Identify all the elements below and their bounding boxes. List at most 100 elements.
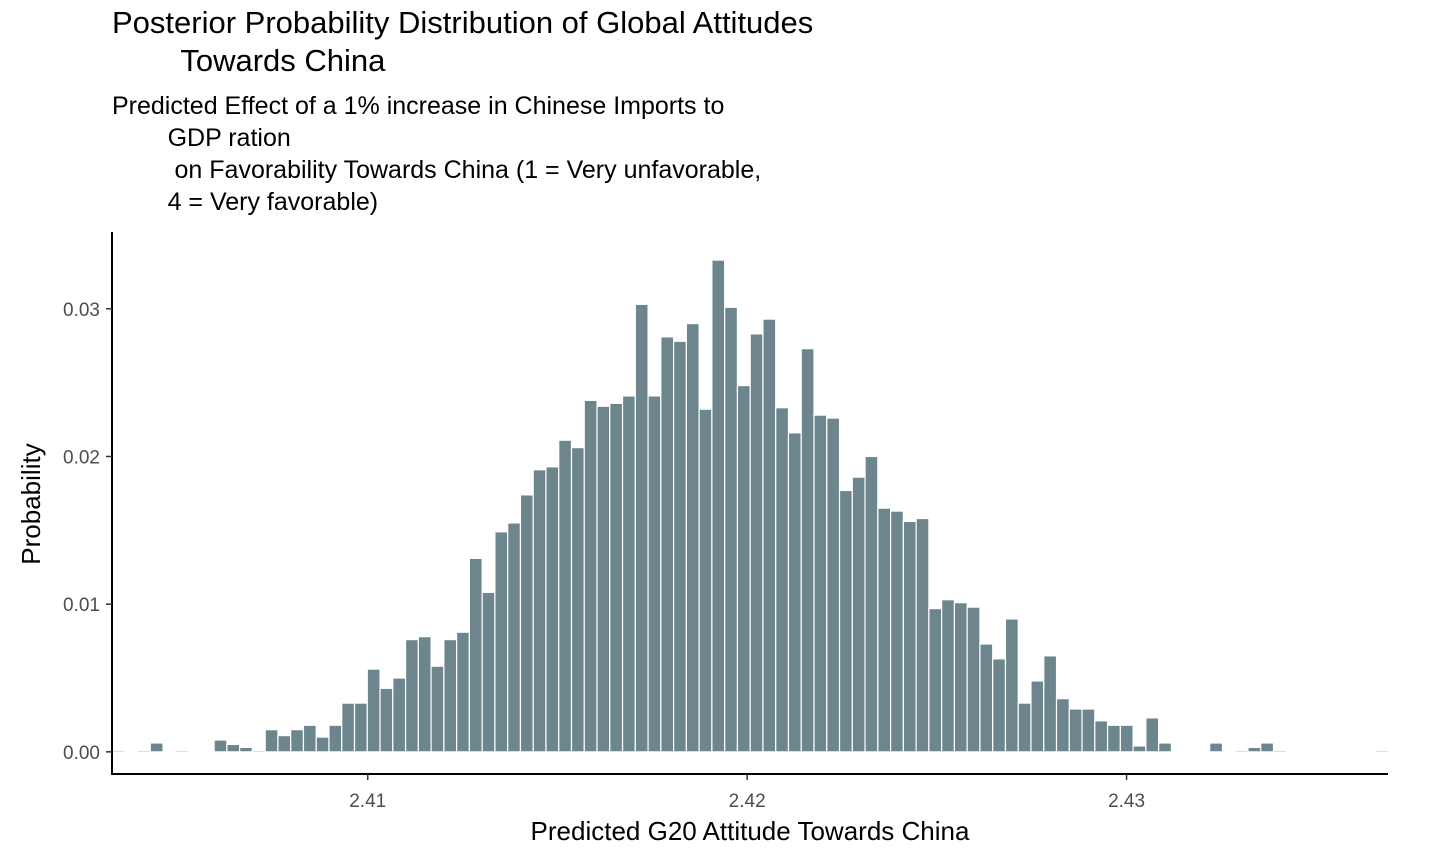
- histogram-bar: [430, 665, 445, 753]
- histogram-bar: [494, 531, 509, 753]
- histogram-bar: [366, 668, 381, 753]
- histogram-bar: [673, 340, 687, 753]
- histogram-bar: [583, 399, 598, 753]
- histogram-bar: [775, 407, 790, 753]
- y-tick-label: 0.03: [63, 300, 100, 321]
- histogram-bar: [507, 522, 522, 753]
- histogram-bar: [966, 606, 981, 753]
- histogram-bar: [111, 749, 126, 753]
- histogram-bar: [1094, 720, 1109, 753]
- histogram-bar: [1323, 751, 1338, 754]
- histogram-bar: [979, 643, 994, 753]
- histogram-bar: [1081, 708, 1096, 753]
- histogram-bar: [711, 259, 726, 753]
- histogram-bar: [290, 729, 305, 753]
- histogram-bar: [1055, 698, 1070, 753]
- histogram-bar: [341, 702, 356, 753]
- histogram-bar: [634, 303, 649, 753]
- histogram-bar: [1106, 724, 1121, 753]
- histogram-bar: [456, 631, 470, 753]
- histogram-bar: [1375, 749, 1389, 753]
- histogram-bar: [1311, 751, 1326, 754]
- histogram-bar: [1068, 708, 1083, 753]
- y-tick-label: 0.02: [63, 447, 100, 468]
- histogram-bar: [851, 476, 866, 753]
- histogram-bar: [532, 469, 547, 753]
- histogram-bar: [443, 639, 458, 753]
- histogram-bar: [302, 724, 317, 753]
- histogram-bar: [928, 607, 943, 753]
- histogram-bar: [1170, 751, 1185, 754]
- histogram-bar: [1145, 717, 1160, 753]
- histogram-bar: [1004, 618, 1019, 753]
- x-tick-label: 2.42: [729, 791, 766, 812]
- histogram-bar: [1158, 742, 1172, 753]
- histogram-bar: [1209, 742, 1224, 753]
- histogram-bar: [813, 414, 828, 753]
- x-tick-label: 2.41: [349, 791, 386, 812]
- histogram-bar: [724, 306, 739, 753]
- histogram-bar: [392, 677, 407, 753]
- histogram-bar: [902, 520, 917, 753]
- histogram-bar: [1043, 655, 1058, 753]
- histogram-bar: [685, 322, 700, 753]
- histogram-bar: [481, 591, 496, 753]
- histogram-bar: [1336, 751, 1351, 754]
- histogram-bar: [889, 510, 904, 753]
- histogram-bar: [800, 348, 815, 753]
- chart-subtitle: Predicted Effect of a 1% increase in Chi…: [112, 92, 762, 216]
- histogram-bar: [1285, 751, 1300, 754]
- histogram-bar: [877, 507, 892, 753]
- histogram-bar: [315, 736, 330, 753]
- histogram-bar: [226, 743, 241, 753]
- histogram-bar: [1030, 680, 1045, 753]
- histogram-bar: [660, 336, 675, 753]
- histogram-bar: [1349, 751, 1364, 754]
- histogram-bar: [826, 417, 841, 753]
- histogram-bar: [596, 405, 611, 753]
- histogram-bar: [749, 333, 764, 753]
- histogram-bar: [124, 751, 139, 754]
- histogram-bar: [953, 602, 968, 753]
- histogram-bar: [1234, 749, 1249, 753]
- histogram-bar: [1183, 751, 1198, 754]
- histogram-bar: [468, 557, 483, 753]
- histogram-bar: [328, 724, 343, 753]
- histogram-bar: [762, 318, 777, 753]
- histogram-bar: [570, 447, 585, 753]
- histogram-bar: [941, 599, 956, 753]
- histogram-bar: [404, 639, 419, 753]
- histogram-bar: [1362, 751, 1377, 754]
- histogram-bar: [558, 439, 573, 753]
- histogram-bar: [609, 402, 624, 753]
- y-axis-title: Probability: [16, 443, 46, 564]
- histogram-bar: [1298, 751, 1313, 754]
- histogram-bar: [736, 384, 751, 753]
- histogram-bar: [264, 729, 279, 753]
- histogram-bar: [379, 687, 394, 753]
- histogram-bar: [417, 636, 432, 753]
- histogram-bar: [545, 466, 560, 753]
- y-tick-label: 0.01: [63, 595, 100, 616]
- histogram-bar: [187, 751, 202, 754]
- histogram-bar: [353, 702, 368, 753]
- histogram-bar: [519, 494, 534, 753]
- chart-title: Posterior Probability Distribution of Gl…: [112, 5, 814, 78]
- y-tick-label: 0.00: [63, 743, 100, 764]
- histogram-bar: [277, 734, 292, 753]
- histogram-bar: [787, 432, 802, 753]
- axes-group: 0.00 0.01 0.02 0.03 2.41 2.42 2.43: [63, 232, 1388, 812]
- x-axis-title: Predicted G20 Attitude Towards China: [531, 816, 970, 846]
- histogram-bar: [698, 408, 713, 753]
- histogram-bar: [1132, 745, 1147, 753]
- x-tick-label: 2.43: [1108, 791, 1145, 812]
- histogram-bar: [1247, 746, 1262, 753]
- histogram-bar: [1196, 751, 1211, 754]
- histogram-bar: [213, 739, 228, 753]
- histogram-bar: [136, 749, 151, 753]
- histogram-bar: [838, 489, 853, 753]
- histogram-bar: [1260, 742, 1275, 753]
- histogram-bar: [251, 749, 266, 753]
- histogram-bar: [200, 751, 215, 754]
